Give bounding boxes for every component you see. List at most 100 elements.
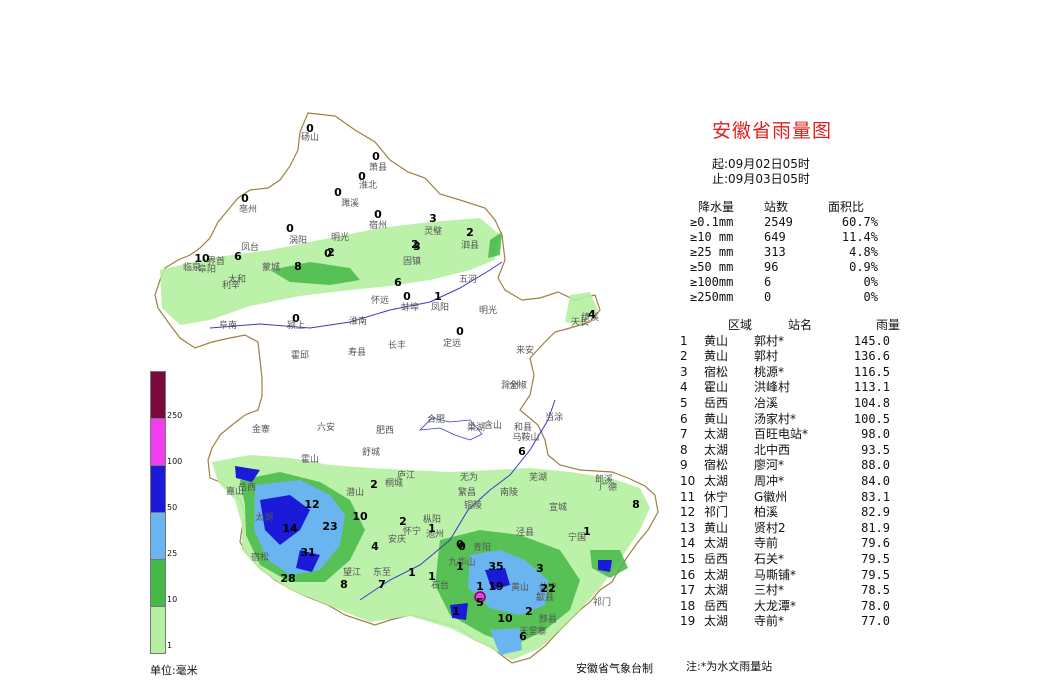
ranking-region: 黄山 [704, 520, 729, 535]
ranking-no: 16 [680, 567, 696, 582]
station-value: 1 [434, 290, 442, 303]
station-value: 35 [488, 560, 503, 573]
county-name: 淮北 [359, 180, 377, 191]
yangtze-river [359, 399, 556, 601]
stats-ratio: 4.8% [849, 245, 878, 259]
rain-band-light [565, 292, 598, 325]
ranking-no: 19 [680, 614, 696, 629]
county-name: 六安 [317, 421, 335, 433]
ranking-value: 93.5 [861, 442, 890, 457]
county-name: 临泉 [183, 261, 201, 273]
ranking-region: 黄山 [704, 411, 729, 426]
ranking-no: 2 [680, 349, 688, 364]
county-name: 宣城 [549, 501, 567, 513]
station-value: 0 [334, 186, 342, 199]
county-name: 定远 [443, 337, 461, 349]
station-value: 7 [378, 578, 386, 591]
stats-row: ≥10 mm 649 11.4% [690, 230, 878, 245]
ranking-region: 太湖 [704, 567, 729, 582]
ranking-row: 5 岳西 冶溪 104.8 [680, 396, 914, 412]
station-value: 8 [294, 260, 302, 273]
ranking-no: 7 [680, 427, 688, 442]
station-value: 2 [370, 478, 378, 491]
ranking-row: 9 宿松 廖河* 88.0 [680, 458, 914, 474]
county-name: 天长 [571, 316, 589, 328]
station-value: 6 [519, 630, 527, 643]
station-value: 1 [428, 570, 436, 583]
station-value: 28 [280, 572, 295, 585]
ranking-region: 黄山 [704, 333, 729, 348]
ranking-station: 三村* [754, 583, 785, 598]
ranking-region: 黄山 [704, 349, 729, 364]
county-name: 当涂 [545, 411, 563, 423]
county-name: 铜陵 [464, 499, 482, 511]
county-name: 界首 [207, 255, 225, 267]
ranking-no: 8 [680, 442, 688, 457]
county-name: 凤阳 [431, 302, 449, 313]
chaohu-lake [418, 417, 483, 441]
county-name: 安庆 [388, 533, 406, 545]
ranking-header-value: 雨量 [876, 318, 901, 332]
county-name: 庐江 [397, 469, 415, 481]
ranking-row: 10 太湖 周冲* 84.0 [680, 474, 914, 490]
stats-ratio: 0% [863, 275, 878, 289]
ranking-value: 79.5 [861, 551, 890, 566]
ranking-station: 北中西 [754, 442, 791, 457]
ranking-row: 15 岳西 石关* 79.5 [680, 552, 914, 568]
ranking-station: 郭村* [754, 333, 785, 348]
county-name: 肥西 [376, 425, 394, 436]
station-value: 0 [324, 247, 332, 260]
county-name: 亳州 [239, 203, 257, 215]
station-value: 10 [497, 612, 513, 625]
stats-level: ≥250mm [690, 290, 734, 304]
county-name: 颍上 [287, 319, 305, 331]
stats-row: ≥50 mm 96 0.9% [690, 260, 878, 275]
legend-swatch [150, 512, 166, 559]
time-period: 起:09月02日05时 止:09月03日05时 [712, 157, 810, 187]
county-name: 涡阳 [289, 235, 307, 246]
ranking-region: 太湖 [704, 614, 729, 629]
ranking-station: 柏溪 [754, 505, 779, 520]
ranking-no: 17 [680, 583, 696, 598]
issuer-label: 安徽省气象台制 [576, 662, 653, 675]
period-start: 起:09月02日05时 [712, 157, 810, 171]
county-name: 祁门 [593, 596, 611, 608]
stats-header: 降水量 站数 面积比 [690, 200, 878, 215]
legend-swatch [150, 371, 166, 418]
stats-row: ≥100mm 6 0% [690, 275, 878, 290]
ranking-region: 岳西 [704, 395, 729, 410]
legend-swatch [150, 559, 166, 606]
rain-band-very-heavy [450, 603, 468, 620]
stats-row: ≥25 mm 313 4.8% [690, 245, 878, 260]
county-name: 芜湖 [529, 471, 547, 483]
ranking-no: 12 [680, 505, 696, 520]
ranking-region: 霍山 [704, 380, 729, 395]
county-name: 太湖 [255, 511, 273, 523]
station-value: 4 [371, 540, 379, 553]
rain-band-very-heavy [235, 466, 260, 482]
ranking-station: 石关* [754, 551, 785, 566]
station-value: 0 [403, 290, 411, 303]
county-name: 五河 [459, 273, 477, 285]
station-value: 14 [282, 522, 298, 535]
ranking-header-station: 站名 [788, 318, 813, 332]
ranking-no: 11 [680, 489, 696, 504]
station-value: 5 [476, 596, 484, 609]
station-value: 6 [518, 445, 526, 458]
county-name: 濉溪 [341, 197, 359, 209]
ranking-row: 11 休宁 G徽州 83.1 [680, 490, 914, 506]
county-name: 蒙城 [262, 261, 280, 273]
map-title: 安徽省雨量图 [712, 120, 833, 142]
legend-swatch [150, 418, 166, 465]
station-value: 0 [456, 325, 464, 338]
station-value: 22 [540, 582, 555, 595]
ranking-value: 84.0 [861, 473, 890, 488]
station-value: 2 [466, 226, 474, 239]
station-value: 3 [413, 240, 421, 253]
ranking-region: 太湖 [704, 583, 729, 598]
ranking-header: 区域 站名 雨量 [680, 318, 914, 334]
county-name: 利辛 [222, 279, 240, 291]
station-value: 0 [358, 170, 366, 183]
station-value: 8 [340, 578, 348, 591]
